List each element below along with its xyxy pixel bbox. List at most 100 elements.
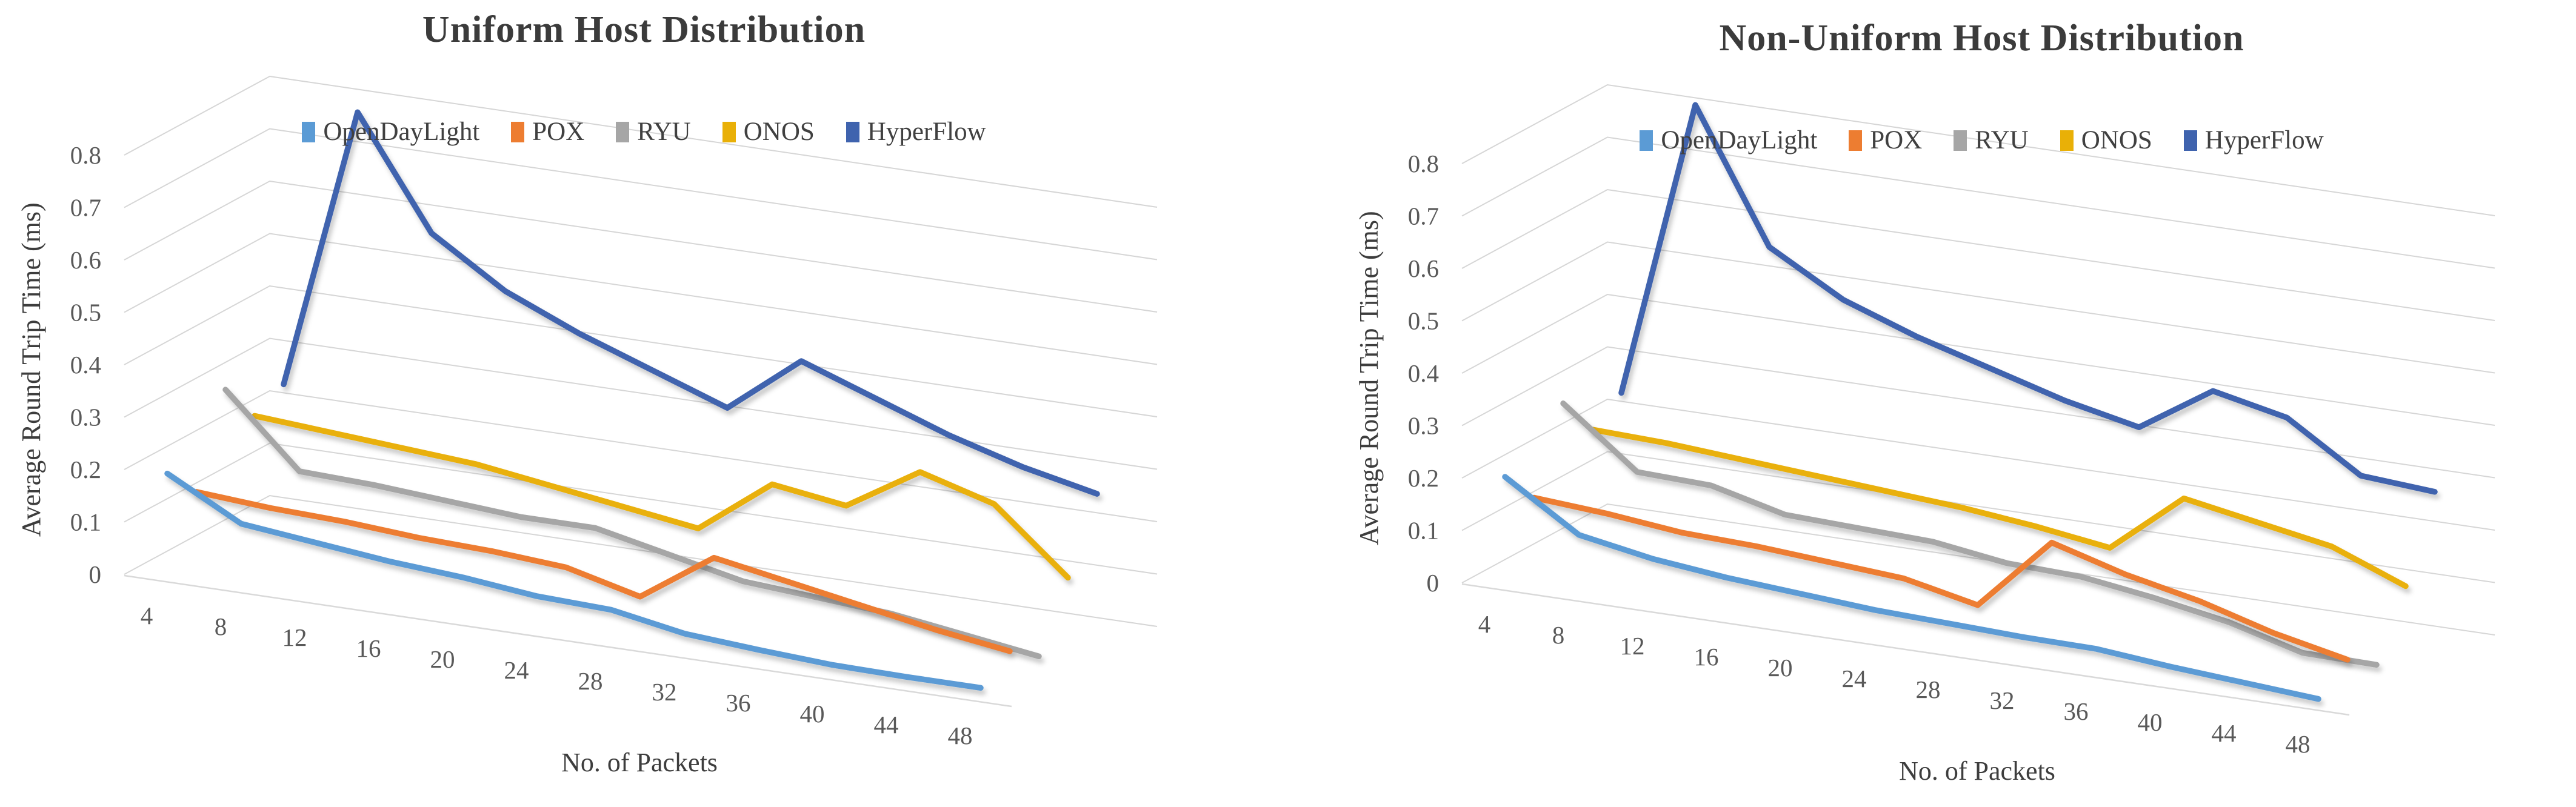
legend-item-hyperflow: HyperFlow (2183, 125, 2324, 155)
legend-label: HyperFlow (867, 118, 986, 146)
y-tick-label: 0.4 (1408, 359, 1439, 387)
legend-swatch-ryu (1954, 130, 1967, 151)
y-tick-label: 0.6 (70, 246, 101, 274)
gridline (1461, 84, 2495, 216)
x-tick-label: 4 (141, 602, 153, 629)
gridline (1461, 136, 2495, 269)
x-tick-label: 20 (430, 645, 455, 673)
plot-area-3d: 00.10.20.30.40.50.60.70.84 8 12 16 20 24 28 32 3… (1408, 84, 2495, 758)
x-tick-label: 16 (1694, 643, 1719, 671)
legend-item-opendaylight: OpenDayLight (1640, 125, 1817, 155)
gridline (1461, 398, 2495, 531)
series-line-hyperflow (1618, 102, 2438, 495)
legend-swatch-onos (722, 121, 736, 142)
chart-uniform: Uniform Host Distribution Average Round … (0, 0, 1288, 799)
y-tick-label: 0.8 (70, 141, 101, 169)
y-tick-label: 0.2 (70, 456, 101, 483)
legend-label: ONOS (743, 118, 815, 146)
legend-item-pox: POX (511, 117, 584, 147)
y-tick-label: 0.5 (70, 299, 101, 327)
series-line-hyperflow (281, 109, 1100, 497)
x-tick-label: 24 (504, 656, 529, 684)
legend-item-onos: ONOS (722, 117, 815, 147)
gridline (124, 494, 1158, 627)
legend-label: ONOS (2081, 126, 2152, 154)
gridline (1461, 503, 2495, 636)
legend-label: HyperFlow (2204, 126, 2324, 154)
legend-swatch-opendaylight (302, 121, 316, 142)
y-tick-label: 0.1 (70, 508, 101, 536)
legend-item-ryu: RYU (1954, 125, 2029, 155)
legend: OpenDayLight POX RYU ONOS HyperFlow (1338, 125, 2576, 155)
legend-label: RYU (1975, 126, 2029, 154)
series-line-opendaylight (164, 470, 984, 691)
gridline (1461, 241, 2495, 374)
gridline (1461, 293, 2495, 426)
y-tick-label: 0.6 (1408, 254, 1439, 282)
x-axis-title: No. of Packets (561, 748, 718, 777)
legend-item-hyperflow: HyperFlow (846, 117, 986, 147)
y-tick-label: 0.8 (1408, 150, 1439, 178)
gridline (124, 442, 1158, 575)
chart-title: Non-Uniform Host Distribution (1719, 18, 2244, 59)
x-tick-label: 12 (1620, 632, 1645, 660)
gridline (1461, 346, 2495, 479)
chart-nonuniform: Non-Uniform Host Distribution Average Ro… (1288, 0, 2576, 799)
y-tick-label: 0.2 (1408, 464, 1439, 492)
y-tick-label: 0.3 (70, 404, 101, 431)
series-line-opendaylight (1502, 474, 2321, 702)
x-tick-label: 48 (2286, 730, 2311, 758)
legend-swatch-hyperflow (846, 121, 859, 142)
legend-label: OpenDayLight (1661, 126, 1818, 154)
legend-item-pox: POX (1849, 125, 1922, 155)
legend-label: POX (1870, 126, 1923, 154)
gridline (124, 285, 1158, 417)
x-tick-label: 44 (874, 711, 899, 739)
x-tick-label: 4 (1478, 610, 1491, 638)
x-tick-label: 40 (2138, 708, 2163, 736)
x-tick-label: 44 (2212, 719, 2237, 747)
legend-swatch-opendaylight (1640, 130, 1653, 151)
y-tick-label: 0.4 (70, 351, 101, 379)
y-tick-label: 0.1 (1408, 517, 1439, 545)
legend-label: POX (532, 118, 585, 146)
series-line-pox (1531, 494, 2351, 663)
plot-area-3d: 00.10.20.30.40.50.60.70.84 8 12 16 20 24 28 32 3… (70, 75, 1158, 749)
legend-label: RYU (637, 118, 691, 146)
gridline (1461, 451, 2495, 583)
gridline (124, 75, 1158, 208)
x-tick-label: 24 (1842, 665, 1867, 692)
x-tick-label: 28 (1916, 676, 1941, 703)
series-line-pox (193, 489, 1013, 654)
legend-item-ryu: RYU (616, 117, 691, 147)
legend-swatch-pox (1849, 130, 1863, 151)
y-tick-label: 0.7 (1408, 202, 1439, 230)
gridline (124, 128, 1158, 261)
y-tick-label: 0 (1427, 569, 1440, 597)
x-tick-label: 8 (1552, 621, 1565, 649)
x-tick-label: 40 (800, 700, 825, 728)
chart-title: Uniform Host Distribution (422, 9, 866, 50)
x-tick-label: 48 (948, 722, 973, 749)
x-tick-label: 20 (1768, 654, 1793, 682)
y-tick-label: 0.3 (1408, 412, 1439, 440)
gridline (124, 337, 1158, 470)
x-tick-label: 32 (1990, 686, 2015, 714)
x-tick-label: 8 (215, 613, 227, 640)
series-line-ryu (1560, 400, 2380, 668)
floor-front-edge (124, 574, 1012, 708)
x-tick-label: 36 (726, 689, 751, 717)
y-tick-label: 0 (89, 560, 102, 588)
floor-front-edge (1461, 583, 2350, 716)
gridline (124, 233, 1158, 365)
gridline (1461, 188, 2495, 321)
legend-swatch-onos (2060, 130, 2074, 151)
legend-swatch-pox (511, 121, 525, 142)
gridline (124, 180, 1158, 313)
legend: OpenDayLight POX RYU ONOS HyperFlow (0, 117, 1288, 147)
x-tick-label: 28 (578, 667, 603, 695)
x-tick-label: 36 (2064, 697, 2089, 725)
y-tick-label: 0.5 (1408, 307, 1439, 335)
legend-item-onos: ONOS (2060, 125, 2152, 155)
